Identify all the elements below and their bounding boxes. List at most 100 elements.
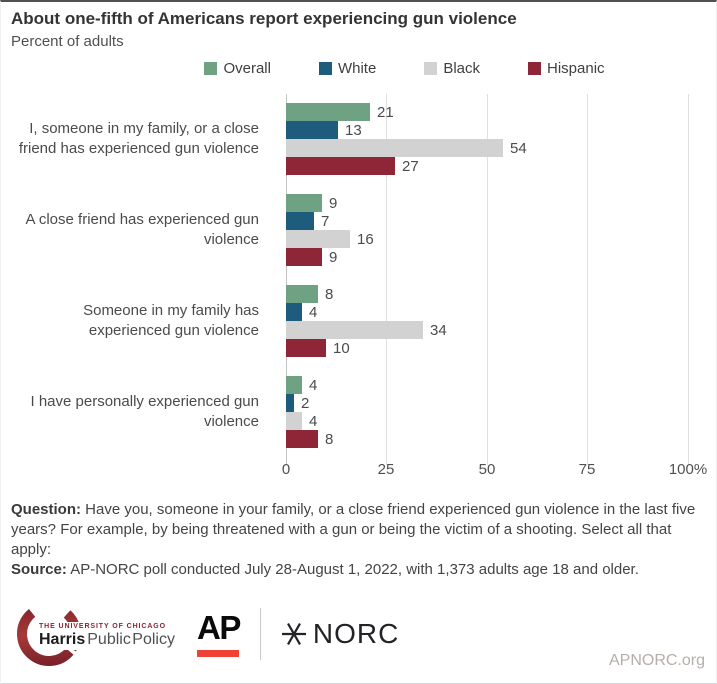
- category-label: Someone in my family has experienced gun…: [83, 302, 259, 339]
- bar-chart: I, someone in my family, or a close frie…: [1, 94, 716, 486]
- apnorc-site-link[interactable]: APNORC.org: [608, 652, 705, 669]
- legend-item: Overall: [204, 60, 271, 77]
- category-label: A close friend has experienced gun viole…: [25, 211, 260, 248]
- bar-row: 4: [286, 412, 688, 430]
- harris-c-arc-icon: [17, 602, 81, 666]
- norc-star-icon: [281, 623, 306, 645]
- bar: [286, 248, 322, 266]
- bar-row: 10: [286, 339, 688, 357]
- norc-logo: NORC: [281, 618, 399, 650]
- category-labels: I, someone in my family, or a close frie…: [1, 94, 274, 457]
- bar: [286, 339, 326, 357]
- university-of-chicago-label: THE UNIVERSITY OF CHICAGO: [39, 623, 166, 630]
- bar-group: 9 7 16 9: [286, 194, 688, 266]
- bar-value-label: 4: [309, 376, 318, 394]
- bar-row: 34: [286, 321, 688, 339]
- footer-logos: THE UNIVERSITY OF CHICAGO Harris Public P…: [13, 598, 399, 670]
- category-label: I have personally experienced gun violen…: [30, 393, 260, 430]
- bar-row: 4: [286, 376, 688, 394]
- question-label: Question:: [11, 501, 81, 518]
- bar-value-label: 34: [430, 321, 447, 339]
- bar: [286, 157, 395, 175]
- plot-area: 0 25 50 75 100% 21 13 54 27 9 7 16 9 8 4 34 10 4 2 4 8: [282, 94, 707, 478]
- question-text: Have you, someone in your family, or a c…: [11, 501, 696, 558]
- bar-value-label: 21: [377, 103, 394, 121]
- ap-logo: AP: [197, 608, 241, 657]
- bar-group: 21 13 54 27: [286, 103, 688, 175]
- category-label: I, someone in my family, or a close frie…: [18, 120, 259, 157]
- source-label: Source:: [11, 561, 67, 578]
- legend-item: Black: [424, 60, 480, 77]
- ap-logo-red-bar: [197, 649, 239, 657]
- legend-label: White: [337, 60, 377, 77]
- bar-value-label: 10: [333, 339, 350, 357]
- bar-row: 4: [286, 303, 688, 321]
- harris-logo-text: THE UNIVERSITY OF CHICAGO Harris Public P…: [37, 622, 177, 650]
- norc-logo-text: NORC: [312, 618, 400, 649]
- bar-group: 8 4 34 10: [286, 285, 688, 357]
- gridline: [587, 94, 588, 465]
- bar-value-label: 4: [309, 412, 318, 430]
- bar: [286, 394, 294, 412]
- bar: [286, 303, 302, 321]
- gridline: [688, 94, 689, 465]
- bar: [286, 285, 318, 303]
- bar-row: 27: [286, 157, 688, 175]
- chart-subtitle: Percent of adults: [11, 33, 124, 50]
- bar: [286, 139, 503, 157]
- bar-row: 16: [286, 230, 688, 248]
- bar: [286, 430, 318, 448]
- bar-value-label: 16: [357, 230, 374, 248]
- bar-row: 8: [286, 285, 688, 303]
- bar-row: 9: [286, 194, 688, 212]
- legend-label: Black: [443, 60, 480, 77]
- bar: [286, 376, 302, 394]
- bar: [286, 412, 302, 430]
- harris-public-policy-logo: THE UNIVERSITY OF CHICAGO Harris Public P…: [13, 598, 181, 670]
- chart-header: About one-fifth of Americans report expe…: [1, 2, 716, 50]
- bar-value-label: 8: [325, 430, 334, 448]
- x-axis-tick-label: 0: [281, 461, 291, 478]
- gridline: [487, 94, 488, 465]
- legend-item: Hispanic: [528, 60, 605, 77]
- bar: [286, 230, 350, 248]
- bar-row: 13: [286, 121, 688, 139]
- bar: [286, 321, 423, 339]
- gridline: [386, 94, 387, 465]
- bar-row: 21: [286, 103, 688, 121]
- harris-public-policy-label: Harris Public Policy: [39, 631, 175, 648]
- bar-value-label: 13: [345, 121, 362, 139]
- source-text: AP-NORC poll conducted July 28-August 1,…: [70, 561, 639, 578]
- footnote: Question: Have you, someone in your fami…: [11, 500, 706, 580]
- bar: [286, 212, 314, 230]
- bar: [286, 194, 322, 212]
- y-axis-line: [286, 94, 287, 465]
- bar-value-label: 9: [329, 194, 338, 212]
- legend-swatch: [204, 62, 218, 75]
- bar-row: 7: [286, 212, 688, 230]
- legend-swatch: [424, 62, 438, 75]
- bar-row: 54: [286, 139, 688, 157]
- bar-value-label: 9: [329, 248, 338, 266]
- legend-swatch: [318, 62, 332, 75]
- ap-logo-text: AP: [197, 608, 241, 646]
- legend-item: White: [318, 60, 377, 77]
- bar-value-label: 54: [510, 139, 527, 157]
- bar-row: 8: [286, 430, 688, 448]
- legend-label: Hispanic: [547, 60, 605, 77]
- chart-title: About one-fifth of Americans report expe…: [11, 9, 517, 28]
- bar: [286, 121, 338, 139]
- x-axis-tick-label: 100%: [668, 461, 708, 478]
- bar-value-label: 8: [325, 285, 334, 303]
- bar: [286, 103, 370, 121]
- x-axis-tick-label: 75: [578, 461, 596, 478]
- legend-swatch: [528, 62, 541, 75]
- legend: Overall White Black Hispanic: [1, 60, 716, 77]
- legend-label: Overall: [223, 60, 271, 77]
- bar-value-label: 27: [402, 157, 419, 175]
- bar-value-label: 7: [321, 212, 330, 230]
- bar-row: 2: [286, 394, 688, 412]
- x-axis-tick-label: 50: [478, 461, 496, 478]
